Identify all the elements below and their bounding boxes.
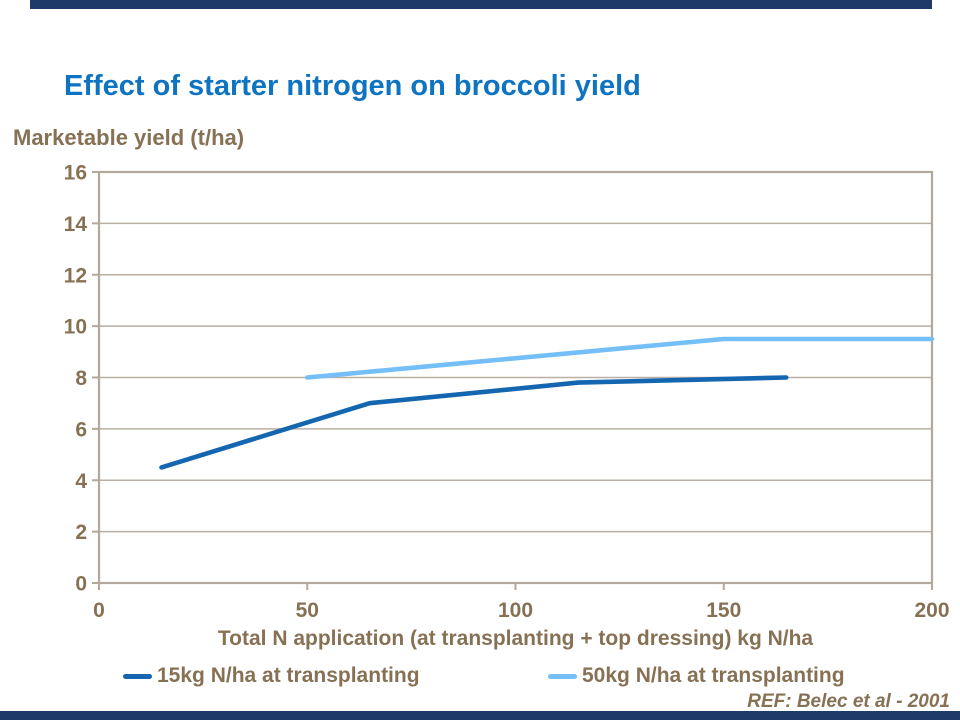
series-line-1 [304,336,935,380]
legend-label-15kg: 15kg N/ha at transplanting [157,664,420,687]
legend-item-50kg: 50kg N/ha at transplanting [548,663,845,689]
bottom-accent-bar [0,711,960,720]
x-tick-label-0: 0 [93,599,105,622]
y-tick-label-16: 16 [64,162,87,185]
series-line-0 [159,375,789,470]
x-tick-label-100: 100 [498,599,533,622]
x-tick-label-150: 150 [706,599,741,622]
legend-label-50kg: 50kg N/ha at transplanting [582,664,845,687]
legend-swatch-15kg-icon [123,673,152,679]
y-axis-title: Marketable yield (t/ha) [13,125,245,150]
legend-item-15kg: 15kg N/ha at transplanting [123,663,420,689]
y-tick-label-0: 0 [75,573,87,596]
y-tick-label-2: 2 [75,521,87,544]
y-tick-label-14: 14 [64,213,88,236]
x-tick-label-50: 50 [296,599,319,622]
top-accent-bar [30,0,932,9]
x-tick-label-200: 200 [914,599,949,622]
slide-title: Effect of starter nitrogen on broccoli y… [64,70,641,102]
reference-note: REF: Belec et al - 2001 [747,691,950,712]
x-axis-title: Total N application (at transplanting + … [217,627,814,650]
y-tick-label-10: 10 [64,316,87,339]
y-tick-label-6: 6 [75,418,87,441]
y-tick-label-4: 4 [75,470,87,493]
y-tick-label-8: 8 [75,367,87,390]
legend-swatch-50kg-icon [548,673,577,679]
y-tick-label-12: 12 [64,264,87,287]
